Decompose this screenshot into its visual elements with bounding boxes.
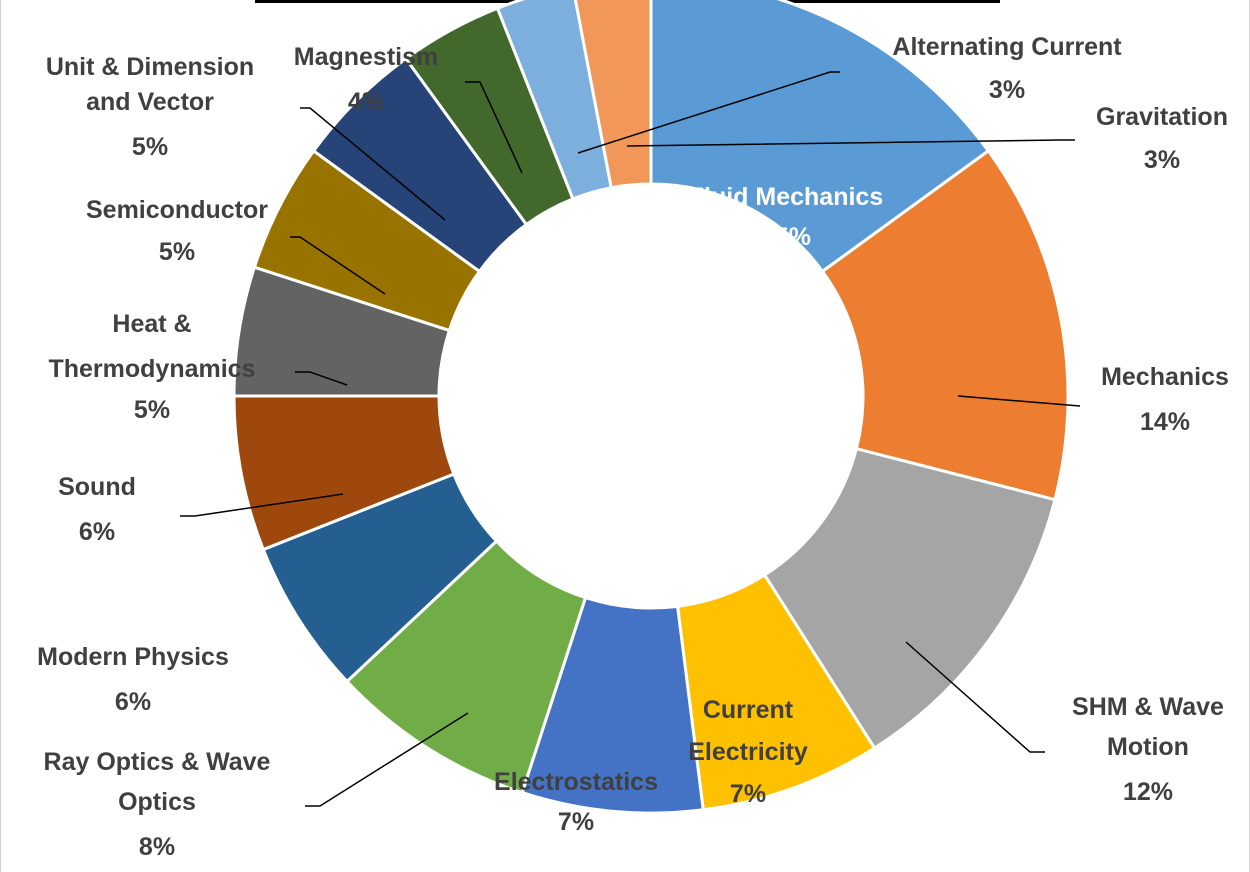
data-label-name-shm-and-wave-motion: Motion: [1107, 733, 1189, 761]
leader-line-alternating-current: [577, 71, 840, 154]
data-label-name-electrostatics: Electrostatics: [494, 768, 658, 796]
data-label-name-alternating-current: Alternating Current: [892, 33, 1122, 61]
data-label-percent-heat-and-thermodynamics: 5%: [134, 396, 170, 424]
data-label-percent-mechanics: 14%: [1140, 408, 1190, 436]
data-label-name-current-electricity: Current: [703, 696, 794, 724]
data-label-percent-semiconductor: 5%: [159, 238, 195, 266]
data-label-percent-gravitation: 3%: [1144, 146, 1180, 174]
data-label-name-shm-and-wave-motion: SHM & Wave: [1072, 693, 1224, 721]
slices-group: [232, 0, 1070, 815]
data-label-percent-magnestism: 4%: [348, 88, 384, 116]
data-label-name-heat-and-thermodynamics: Heat &: [112, 310, 191, 338]
leader-line-semiconductor: [290, 236, 386, 295]
data-label-percent-current-electricity: 7%: [730, 780, 766, 808]
data-label-percent-electrostatics: 7%: [558, 808, 594, 836]
data-label-name-unit-and-dimension-and-vector: Unit & Dimension: [46, 53, 254, 81]
data-label-name-modern-physics: Modern Physics: [37, 643, 229, 671]
data-label-name-gravitation: Gravitation: [1096, 103, 1228, 131]
leader-line-shm-and-wave-motion: [905, 641, 1045, 753]
data-label-name-semiconductor: Semiconductor: [86, 196, 268, 224]
leader-lines-group: [180, 71, 1081, 807]
slice-fluid-mechanics: [649, 0, 991, 274]
slice-gravitation: [573, 0, 653, 190]
data-label-name-heat-and-thermodynamics: Thermodynamics: [48, 355, 255, 383]
slice-mechanics: [820, 148, 1070, 502]
data-label-name-magnestism: Magnestism: [294, 43, 438, 71]
leader-line-sound: [180, 493, 344, 517]
data-label-percent-alternating-current: 3%: [989, 76, 1025, 104]
data-label-name-ray-optics-and-wave-optics: Ray Optics & Wave: [44, 748, 271, 776]
leader-line-unit-and-dimension-and-vector: [300, 107, 446, 221]
slice-shm-and-wave-motion: [762, 446, 1057, 751]
data-label-name-unit-and-dimension-and-vector: and Vector: [86, 88, 214, 116]
leader-line-gravitation: [626, 139, 1075, 147]
data-label-name-fluid-mechanics: Fluid Mechanics: [689, 183, 883, 211]
leader-line-ray-optics-and-wave-optics: [305, 712, 469, 807]
data-label-name-ray-optics-and-wave-optics: Optics: [118, 788, 196, 816]
data-label-name-current-electricity: Electricity: [688, 738, 808, 766]
leader-line-magnestism: [465, 81, 523, 174]
leader-line-heat-and-thermodynamics: [295, 371, 348, 386]
data-label-name-sound: Sound: [58, 473, 136, 501]
data-label-percent-shm-and-wave-motion: 12%: [1123, 778, 1173, 806]
labels-group: Fluid Mechanics 15% Mechanics 14% SHM & Wave…: [37, 33, 1229, 861]
leader-line-mechanics: [957, 395, 1081, 407]
data-label-percent-fluid-mechanics: 15%: [761, 223, 811, 251]
data-label-percent-modern-physics: 6%: [115, 688, 151, 716]
data-label-percent-unit-and-dimension-and-vector: 5%: [132, 133, 168, 161]
data-label-percent-ray-optics-and-wave-optics: 8%: [139, 833, 175, 861]
data-label-percent-sound: 6%: [79, 518, 115, 546]
data-label-name-mechanics: Mechanics: [1101, 363, 1229, 391]
